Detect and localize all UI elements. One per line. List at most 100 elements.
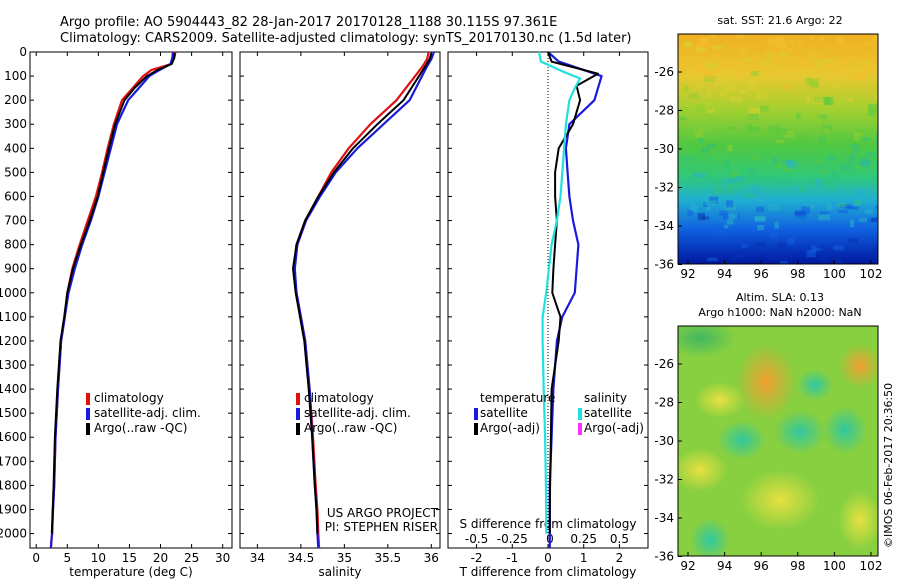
sst-speckle xyxy=(782,257,788,262)
sst-speckle xyxy=(818,214,831,221)
depth-tick-label: 1600 xyxy=(0,430,27,444)
sst-speckle xyxy=(726,219,734,225)
sdiff-tick-label: 0.25 xyxy=(570,532,597,546)
sst-speckle xyxy=(782,167,790,172)
sst-speckle xyxy=(826,155,836,161)
temperature-frame xyxy=(29,51,233,549)
sst-speckle xyxy=(811,115,821,123)
legend-swatch xyxy=(296,408,300,420)
sst-speckle xyxy=(809,51,819,58)
sst-speckle xyxy=(820,178,831,186)
sst-speckle xyxy=(701,146,710,153)
sst-speckle xyxy=(710,55,717,62)
sst-speckle xyxy=(808,35,815,41)
sst-speckle xyxy=(744,247,756,251)
temperature-xtick-label: 10 xyxy=(91,551,106,565)
sst-speckle xyxy=(866,54,872,59)
temperature-xtick-label: 20 xyxy=(153,551,168,565)
sst-speckle xyxy=(768,203,780,211)
sla-map-title-1: Altim. SLA: 0.13 xyxy=(736,291,824,304)
sst-speckle xyxy=(782,85,794,90)
salinity-xtick-label: 36 xyxy=(424,551,439,565)
legend-label: climatology xyxy=(304,391,374,405)
depth-tick-label: 1800 xyxy=(0,478,27,492)
sst-speckle xyxy=(728,126,735,130)
temperature-xtick-label: 30 xyxy=(215,551,230,565)
sst-speckle xyxy=(750,71,759,76)
project-annotation: US ARGO PROJECT xyxy=(327,506,439,520)
sst-speckle xyxy=(750,175,758,180)
sst-speckle xyxy=(806,250,816,258)
sst-speckle xyxy=(706,89,713,98)
sst-speckle xyxy=(876,138,878,145)
sst-speckle xyxy=(755,91,767,100)
sst-speckle xyxy=(722,61,734,68)
sst-speckle xyxy=(732,254,738,261)
sst-speckle xyxy=(736,69,743,77)
differences-xtick-label: 0 xyxy=(544,551,552,565)
sst-speckle xyxy=(730,96,742,102)
sst-speckle xyxy=(694,47,707,52)
map-xtick-label: 94 xyxy=(717,267,732,281)
sst-speckle xyxy=(727,183,740,189)
differences-xtick-label: -2 xyxy=(471,551,483,565)
sst-speckle xyxy=(850,143,860,152)
sst-speckle xyxy=(707,143,716,148)
sst-speckle xyxy=(707,109,714,114)
depth-tick-label: 2000 xyxy=(0,527,27,541)
sst-speckle xyxy=(683,148,693,152)
sst-speckle xyxy=(849,155,855,164)
sst-speckle xyxy=(815,178,823,187)
sst-speckle xyxy=(739,89,749,94)
depth-tick-label: 1300 xyxy=(0,358,27,372)
depth-tick-label: 0 xyxy=(19,45,27,59)
salinity-panel: 34 34.5 35 35.5 36 salinity climatologysatelli… xyxy=(239,51,441,579)
project-annotation: PI: STEPHEN RISER xyxy=(325,520,438,534)
sst-speckle xyxy=(841,163,852,170)
legend-label: climatology xyxy=(94,391,164,405)
sdiff-axis-label: S difference from climatology xyxy=(460,517,637,531)
sst-speckle xyxy=(845,137,852,142)
map-xtick-label: 92 xyxy=(680,267,695,281)
depth-tick-label: 300 xyxy=(4,117,27,131)
legend-swatch xyxy=(474,423,478,435)
sst-speckle xyxy=(718,176,726,182)
legend-swatch xyxy=(578,408,582,420)
sst-speckle xyxy=(795,210,807,219)
depth-tick-label: 1500 xyxy=(0,406,27,420)
header-line-2: Climatology: CARS2009. Satellite-adjuste… xyxy=(60,31,632,46)
sst-speckle xyxy=(870,58,878,66)
sst-speckle xyxy=(749,87,760,91)
sst-speckle xyxy=(723,213,729,220)
sst-speckle xyxy=(862,72,871,78)
sst-speckle xyxy=(701,77,707,82)
depth-tick-label: 1000 xyxy=(0,286,27,300)
sst-speckle xyxy=(679,116,687,121)
sst-speckle xyxy=(795,186,800,189)
temperature-xtick-label: 25 xyxy=(184,551,199,565)
sst-speckle xyxy=(734,34,745,39)
sst-speckle xyxy=(813,159,820,164)
legend-label: Argo(-adj) xyxy=(480,421,540,435)
map-ytick-label: -34 xyxy=(654,219,674,233)
sst-speckle xyxy=(678,144,688,149)
sst-speckle xyxy=(799,185,807,193)
map-ytick-label: -28 xyxy=(654,396,674,410)
sst-speckle xyxy=(865,151,876,157)
differences-xtick-label: 2 xyxy=(616,551,624,565)
sst-speckle xyxy=(736,252,742,258)
temperature-xlabel: temperature (deg C) xyxy=(69,565,192,579)
sst-speckle xyxy=(739,49,747,55)
legend-swatch xyxy=(578,423,582,435)
differences-xlabel: T difference from climatology xyxy=(459,565,637,579)
sst-speckle xyxy=(753,68,760,73)
sst-speckle xyxy=(797,58,809,63)
sst-speckle xyxy=(711,68,718,74)
sst-speckle xyxy=(805,95,811,103)
sst-map-title: sat. SST: 21.6 Argo: 22 xyxy=(717,14,842,27)
map-xtick-label: 102 xyxy=(860,267,883,281)
depth-tick-label: 400 xyxy=(4,141,27,155)
map-xtick-label: 100 xyxy=(823,267,846,281)
sst-speckle xyxy=(777,40,787,48)
